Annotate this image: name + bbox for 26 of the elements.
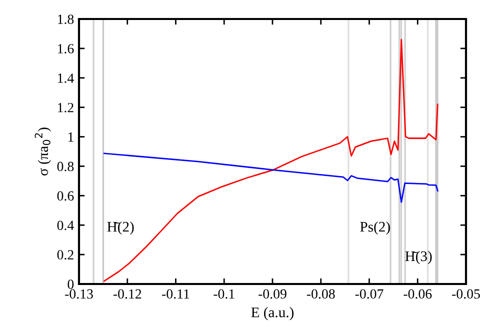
y-tick-label: 1.8 — [58, 14, 74, 24]
annotation: Ps(2) — [360, 221, 390, 235]
y-tick-label: 1 — [68, 132, 74, 142]
x-tick-label: -0.05 — [452, 289, 480, 299]
line-series — [104, 152, 438, 203]
x-tick-label: -0.09 — [258, 289, 286, 299]
x-tick-label: -0.13 — [65, 289, 93, 299]
y-tick-label: 0.8 — [57, 162, 74, 172]
y-axis-title: σ (πa$_{0}$$^{2}$) — [34, 128, 52, 176]
x-tick-label: -0.11 — [162, 289, 190, 299]
x-tick-label: -0.06 — [404, 289, 432, 299]
annotation: H̄(3) — [405, 250, 432, 264]
y-tick-label: 1.2 — [58, 102, 74, 112]
x-axis-title: E (a.u.) — [251, 307, 294, 320]
y-tick-label: 0.6 — [57, 191, 74, 201]
y-tick-label: 1.6 — [58, 44, 74, 54]
annotation: H̄(2) — [107, 221, 134, 235]
x-tick-label: -0.08 — [306, 289, 335, 299]
x-tick-label: -0.07 — [355, 289, 384, 299]
line-series — [104, 38, 438, 282]
y-tick-label: 0.4 — [57, 220, 74, 230]
y-tick-label: 1.4 — [58, 74, 74, 83]
x-tick-label: -0.1 — [214, 289, 234, 299]
y-tick-label: 0.2 — [57, 250, 74, 260]
x-tick-label: -0.12 — [113, 289, 142, 299]
y-tick-label: 0 — [68, 280, 74, 289]
